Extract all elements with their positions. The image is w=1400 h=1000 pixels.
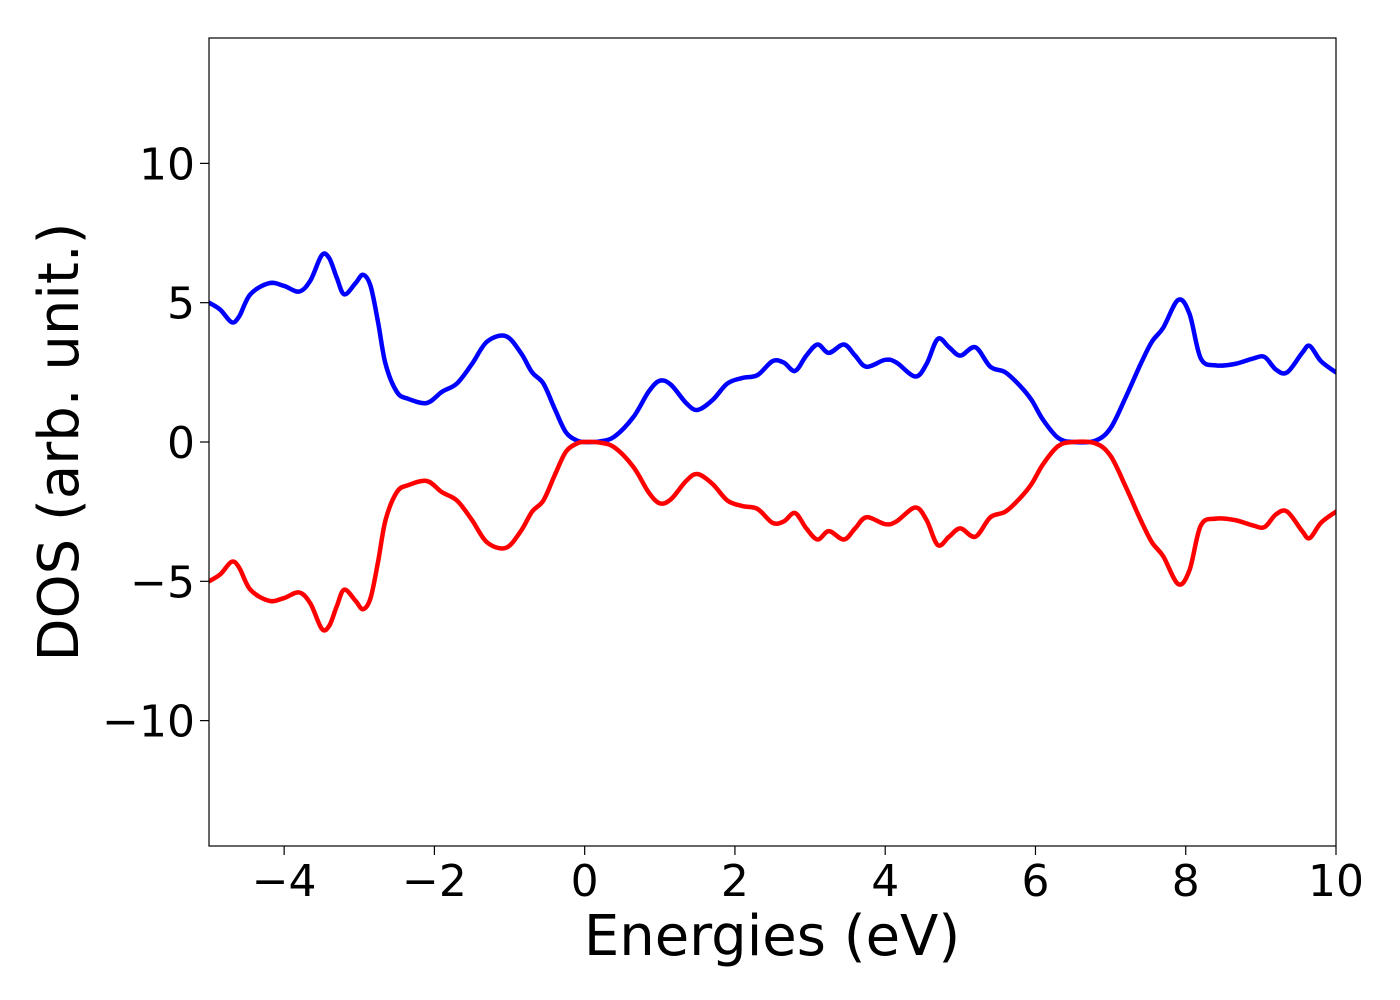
y-tick-label: 5 [167, 279, 195, 330]
x-tick-label: 4 [871, 856, 899, 907]
plot-area [209, 38, 1336, 846]
x-axis: −4 −2 0 2 4 6 8 10 [252, 846, 1364, 907]
x-tick-label: 2 [721, 856, 749, 907]
x-tick-label: −2 [402, 856, 467, 907]
x-tick-label: 0 [571, 856, 599, 907]
y-axis: −10 −5 0 5 10 [102, 139, 209, 748]
series-line-2 [209, 439, 1336, 633]
x-tick-label: 6 [1021, 856, 1049, 907]
y-axis-label: DOS (arb. unit.) [27, 222, 92, 661]
x-tick-label: 8 [1172, 856, 1200, 907]
y-tick-label: −10 [102, 697, 195, 748]
x-axis-label: Energies (eV) [584, 904, 960, 969]
series-line-1 [209, 251, 1336, 445]
series-layer [209, 251, 1336, 633]
y-tick-label: 0 [167, 418, 195, 469]
x-tick-label: −4 [252, 856, 317, 907]
x-tick-label: 10 [1308, 856, 1364, 907]
y-tick-label: 10 [139, 139, 195, 190]
y-tick-label: −5 [130, 557, 195, 608]
